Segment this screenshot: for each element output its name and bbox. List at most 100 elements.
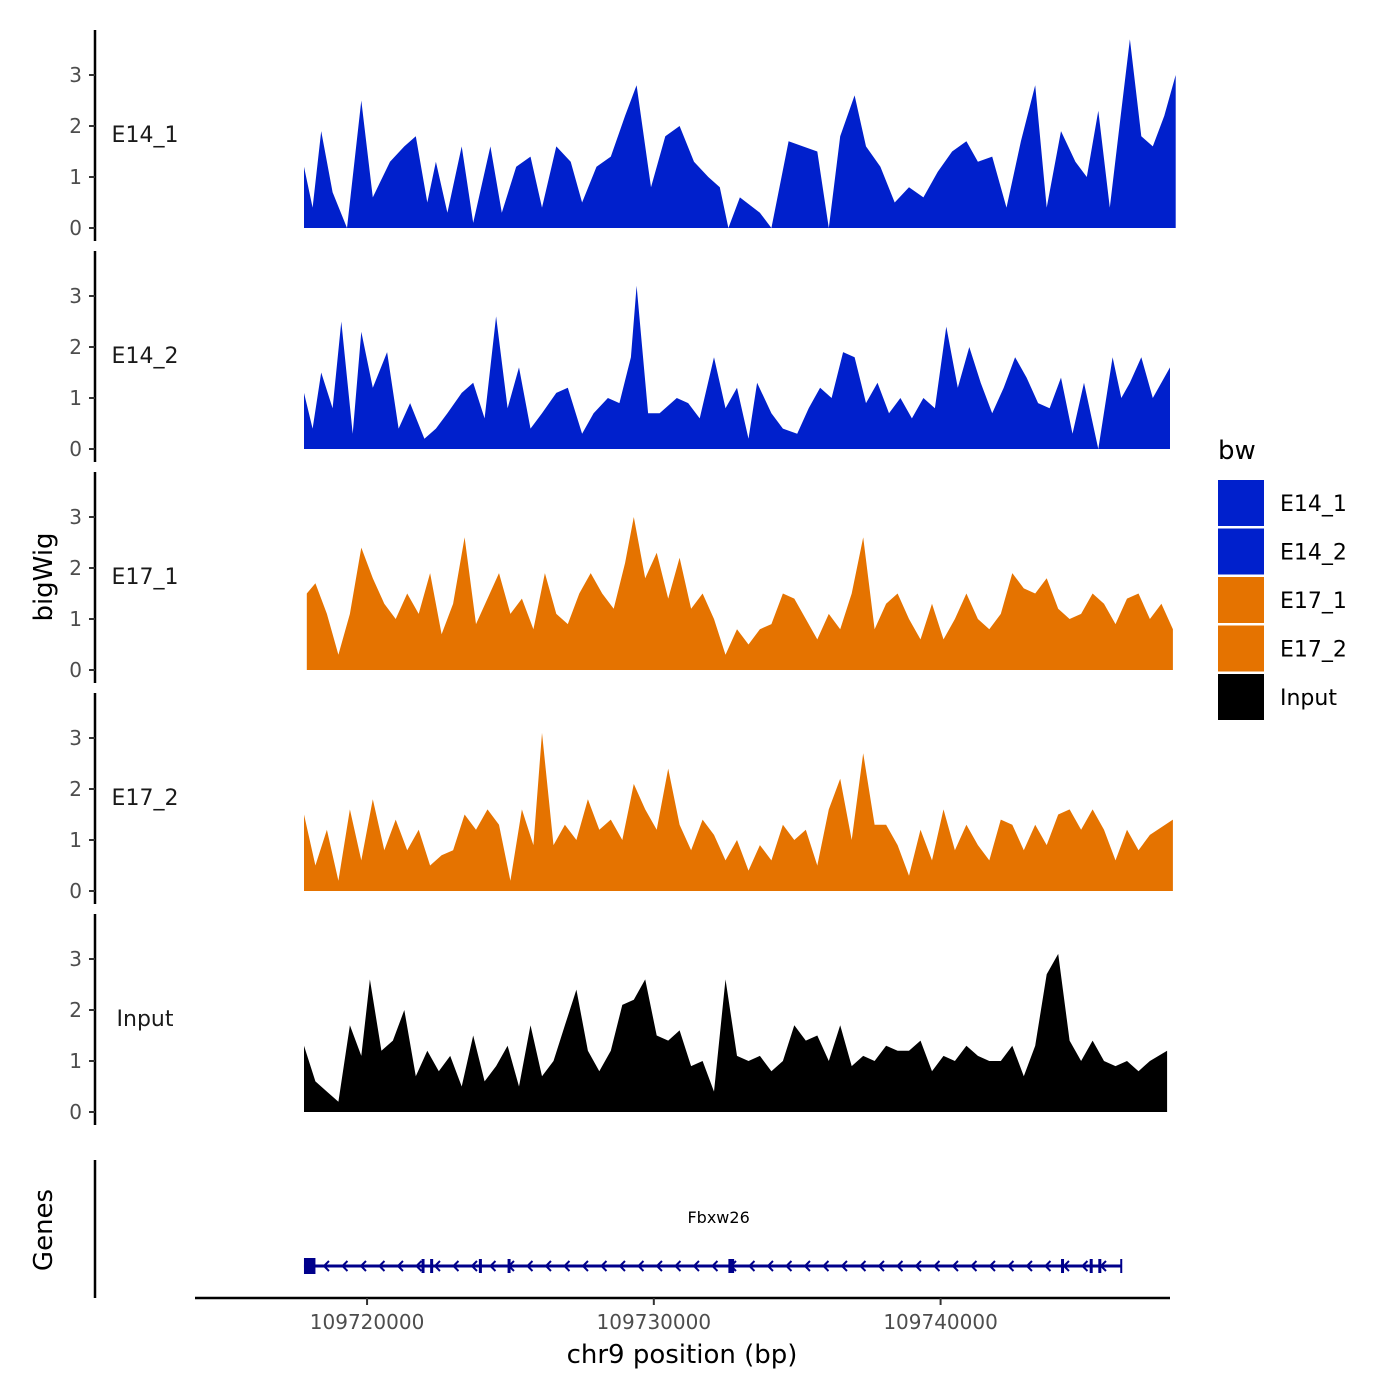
signal-area-E14_1 [304, 39, 1176, 228]
genes-track: Fbxw26 [93, 1160, 1123, 1298]
legend-swatch-E17_1 [1218, 577, 1264, 623]
y-tick-label: 1 [69, 1049, 82, 1073]
signal-area-Input [304, 953, 1168, 1112]
strand-arrow [581, 1260, 589, 1272]
strand-arrow [452, 1260, 460, 1272]
track-label: E17_1 [112, 565, 179, 590]
gene-exon [1098, 1259, 1102, 1273]
strand-arrow [489, 1260, 497, 1272]
strand-arrow [637, 1260, 645, 1272]
gene-exon [421, 1259, 425, 1273]
strand-arrow [877, 1260, 885, 1272]
y-tick-label: 0 [69, 216, 82, 240]
signal-area-E17_2 [304, 732, 1173, 891]
strand-arrow [359, 1260, 367, 1272]
y-tick-label: 0 [69, 1100, 82, 1124]
strand-arrow [692, 1260, 700, 1272]
gene-exon [1061, 1259, 1065, 1273]
strand-arrow [711, 1260, 719, 1272]
strand-arrow [544, 1260, 552, 1272]
signal-area-E17_1 [306, 517, 1173, 670]
y-tick-label: 1 [69, 828, 82, 852]
x-tick-label: 109740000 [883, 1310, 998, 1334]
strand-arrow [655, 1260, 663, 1272]
x-axis: 109720000 109730000 109740000 [195, 1296, 1170, 1334]
y-tick-label: 2 [69, 114, 82, 138]
strand-arrow [914, 1260, 922, 1272]
gene-exon [430, 1259, 434, 1273]
strand-arrow [840, 1260, 848, 1272]
gene-exon [1089, 1259, 1093, 1273]
strand-arrow [378, 1260, 386, 1272]
strand-arrow [618, 1260, 626, 1272]
y-tick-label: 0 [69, 879, 82, 903]
strand-arrow [988, 1260, 996, 1272]
legend-label-E17_1: E17_1 [1280, 589, 1347, 614]
genes-axis-title: Genes [29, 1189, 59, 1271]
strand-arrow [859, 1260, 867, 1272]
y-tick-label: 0 [69, 437, 82, 461]
strand-arrow [470, 1260, 478, 1272]
y-axis-title: bigWig [29, 532, 59, 621]
legend-label-E14_1: E14_1 [1280, 492, 1347, 517]
gene-name-label: Fbxw26 [687, 1208, 749, 1227]
track-label: E17_2 [112, 786, 179, 811]
y-tick-label: 2 [69, 777, 82, 801]
legend: bw E14_1 E14_2 E17_1 E17_2 Input [1218, 436, 1347, 720]
legend-title: bw [1218, 436, 1256, 466]
strand-arrow [970, 1260, 978, 1272]
y-tick-label: 2 [69, 556, 82, 580]
y-tick-label: 3 [69, 726, 82, 750]
track-E14_1: 0 1 2 3 E14_1 [69, 30, 1176, 241]
gene-exon [478, 1259, 482, 1273]
y-tick-label: 2 [69, 998, 82, 1022]
strand-arrow [785, 1260, 793, 1272]
strand-arrow [896, 1260, 904, 1272]
strand-arrow [322, 1260, 330, 1272]
track-E17_1: 0 1 2 3 E17_1 [69, 472, 1173, 683]
x-tick-label: 109720000 [310, 1310, 425, 1334]
legend-label-Input: Input [1280, 686, 1337, 711]
strand-arrow [1025, 1260, 1033, 1272]
y-tick-label: 2 [69, 335, 82, 359]
legend-swatch-Input [1218, 674, 1264, 720]
legend-swatch-E17_2 [1218, 625, 1264, 672]
strand-arrow [563, 1260, 571, 1272]
x-axis-title: chr9 position (bp) [567, 1340, 798, 1370]
gene-Fbxw26: Fbxw26 [303, 1208, 1123, 1274]
signal-area-E14_2 [304, 285, 1170, 449]
legend-swatch-E14_1 [1218, 480, 1264, 526]
strand-arrow [822, 1260, 830, 1272]
legend-swatch-E14_2 [1218, 528, 1264, 575]
strand-arrow [933, 1260, 941, 1272]
y-tick-label: 1 [69, 386, 82, 410]
track-label: E14_1 [112, 123, 179, 148]
tracks-group: 0 1 2 3 E14_1 0 1 2 3 E14_2 0 1 2 3 E17_1 0 1 2 3 E17_2 0 1 2 3… [69, 30, 1176, 1125]
legend-label-E14_2: E14_2 [1280, 541, 1347, 566]
gene-exon [728, 1259, 735, 1273]
track-E17_2: 0 1 2 3 E17_2 [69, 693, 1173, 904]
strand-arrow [1044, 1260, 1052, 1272]
y-tick-label: 1 [69, 607, 82, 631]
strand-arrow [433, 1260, 441, 1272]
strand-arrow [396, 1260, 404, 1272]
y-tick-label: 3 [69, 284, 82, 308]
strand-arrow [341, 1260, 349, 1272]
strand-arrow [748, 1260, 756, 1272]
strand-arrow [1081, 1260, 1089, 1272]
y-tick-label: 1 [69, 165, 82, 189]
track-Input: 0 1 2 3 Input [69, 914, 1168, 1125]
legend-label-E17_2: E17_2 [1280, 638, 1347, 663]
x-tick-label: 109730000 [597, 1310, 712, 1334]
track-label: E14_2 [112, 344, 179, 369]
y-tick-label: 0 [69, 658, 82, 682]
strand-arrow [600, 1260, 608, 1272]
strand-arrow [674, 1260, 682, 1272]
gene-exon [507, 1259, 511, 1273]
strand-arrow [766, 1260, 774, 1272]
track-E14_2: 0 1 2 3 E14_2 [69, 251, 1170, 462]
y-tick-label: 3 [69, 505, 82, 529]
strand-arrow [951, 1260, 959, 1272]
strand-arrow [415, 1260, 423, 1272]
